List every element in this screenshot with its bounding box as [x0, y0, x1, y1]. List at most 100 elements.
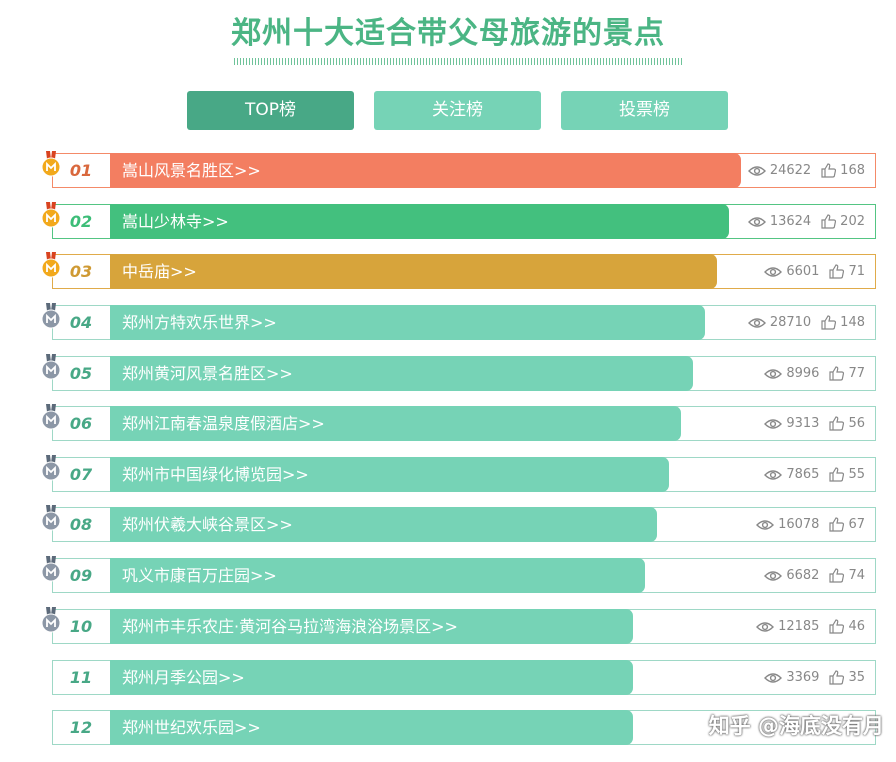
row-stats: 28710 148: [747, 306, 865, 339]
rank-bar: [110, 609, 633, 644]
rank-bar: [110, 710, 633, 745]
like-count: 148: [840, 315, 865, 330]
attraction-link[interactable]: 郑州江南春温泉度假酒店>>: [122, 414, 325, 433]
eye-icon: [764, 672, 783, 684]
eye-icon: [764, 266, 783, 278]
row-stats: 13624 202: [747, 205, 865, 238]
row-stats: 6601 71: [764, 255, 865, 288]
attraction-link[interactable]: 中岳庙>>: [122, 262, 197, 281]
tab-follow[interactable]: 关注榜: [374, 91, 541, 130]
thumbs-up-icon[interactable]: [829, 670, 845, 685]
gold-medal-icon: [40, 151, 62, 177]
rank-number: 03: [69, 262, 93, 281]
gold-medal-icon: [40, 252, 62, 278]
eye-icon: [756, 621, 775, 633]
attraction-link[interactable]: 郑州黄河风景名胜区>>: [122, 364, 293, 383]
silver-medal-icon: [40, 303, 62, 329]
row-stats: 3369 35: [764, 661, 865, 694]
list-item[interactable]: 10 郑州市丰乐农庄·黄河谷马拉湾海浪浴场景区>> 12185 46: [52, 609, 876, 644]
rank-number: 07: [69, 465, 93, 484]
like-count: 74: [848, 568, 865, 583]
view-count: 13624: [769, 214, 812, 229]
silver-medal-icon: [40, 505, 62, 531]
list-item[interactable]: 06 郑州江南春温泉度假酒店>> 9313 56: [52, 406, 876, 441]
thumbs-up-icon[interactable]: [821, 163, 837, 178]
attraction-link[interactable]: 郑州市中国绿化博览园>>: [122, 465, 309, 484]
rank-bar: [110, 558, 645, 593]
rank-bar: [110, 153, 741, 188]
thumbs-up-icon[interactable]: [829, 416, 845, 431]
attraction-link[interactable]: 郑州月季公园>>: [122, 668, 245, 687]
list-item[interactable]: 07 郑州市中国绿化博览园>> 7865 55: [52, 457, 876, 492]
rank-number: 11: [69, 668, 93, 687]
attraction-link[interactable]: 郑州伏羲大峡谷景区>>: [122, 515, 293, 534]
rank-number: 06: [69, 414, 93, 433]
eye-icon: [764, 418, 783, 430]
like-count: 77: [848, 366, 865, 381]
list-item[interactable]: 09 巩义市康百万庄园>> 6682 74: [52, 558, 876, 593]
like-count: 55: [848, 467, 865, 482]
thumbs-up-icon[interactable]: [829, 568, 845, 583]
view-count: 6682: [786, 568, 820, 583]
attraction-link[interactable]: 巩义市康百万庄园>>: [122, 566, 277, 585]
view-count: 6601: [786, 264, 820, 279]
thumbs-up-icon[interactable]: [829, 264, 845, 279]
eye-icon: [764, 368, 783, 380]
rank-bar: [110, 406, 681, 441]
rank-number: 02: [69, 212, 93, 231]
attraction-link[interactable]: 郑州市丰乐农庄·黄河谷马拉湾海浪浴场景区>>: [122, 617, 458, 636]
rank-bar: [110, 507, 657, 542]
list-item[interactable]: 12 郑州世纪欢乐园>>: [52, 710, 876, 745]
eye-icon: [747, 216, 766, 228]
list-item[interactable]: 04 郑州方特欢乐世界>> 28710 148: [52, 305, 876, 340]
rank-bar: [110, 457, 669, 492]
view-count: 8996: [786, 366, 820, 381]
list-item[interactable]: 01 嵩山风景名胜区>> 24622 168: [52, 153, 876, 188]
row-stats: 6682 74: [764, 559, 865, 592]
list-item[interactable]: 03 中岳庙>> 6601 71: [52, 254, 876, 289]
like-count: 46: [848, 619, 865, 634]
list-item[interactable]: 02 嵩山少林寺>> 13624 202: [52, 204, 876, 239]
rank-number: 10: [69, 617, 93, 636]
gold-medal-icon: [40, 202, 62, 228]
attraction-link[interactable]: 郑州世纪欢乐园>>: [122, 718, 261, 737]
eye-icon: [747, 317, 766, 329]
like-count: 202: [840, 214, 865, 229]
rank-number: 05: [69, 364, 93, 383]
eye-icon: [764, 570, 783, 582]
rank-bar: [110, 660, 633, 695]
rank-bar: [110, 356, 693, 391]
thumbs-up-icon[interactable]: [829, 467, 845, 482]
row-stats: 7865 55: [764, 458, 865, 491]
silver-medal-icon: [40, 404, 62, 430]
row-stats: 24622 168: [747, 154, 865, 187]
like-count: 56: [848, 416, 865, 431]
attraction-link[interactable]: 郑州方特欢乐世界>>: [122, 313, 277, 332]
eye-icon: [747, 165, 766, 177]
silver-medal-icon: [40, 607, 62, 633]
thumbs-up-icon[interactable]: [821, 214, 837, 229]
view-count: 28710: [769, 315, 812, 330]
rank-bar: [110, 305, 705, 340]
list-item[interactable]: 11 郑州月季公园>> 3369 35: [52, 660, 876, 695]
tab-vote[interactable]: 投票榜: [561, 91, 728, 130]
rank-number: 09: [69, 566, 93, 585]
row-stats: 16078 67: [756, 508, 865, 541]
thumbs-up-icon[interactable]: [829, 517, 845, 532]
view-count: 9313: [786, 416, 820, 431]
list-item[interactable]: 08 郑州伏羲大峡谷景区>> 16078 67: [52, 507, 876, 542]
silver-medal-icon: [40, 354, 62, 380]
page-title: 郑州十大适合带父母旅游的景点: [231, 16, 665, 51]
rank-number: 04: [69, 313, 93, 332]
view-count: 24622: [769, 163, 812, 178]
rank-number: 01: [69, 161, 93, 180]
attraction-link[interactable]: 嵩山少林寺>>: [122, 212, 229, 231]
list-item[interactable]: 05 郑州黄河风景名胜区>> 8996 77: [52, 356, 876, 391]
thumbs-up-icon[interactable]: [829, 366, 845, 381]
tab-top[interactable]: TOP榜: [187, 91, 354, 130]
thumbs-up-icon[interactable]: [821, 315, 837, 330]
attraction-link[interactable]: 嵩山风景名胜区>>: [122, 161, 261, 180]
title-underline: [234, 58, 682, 65]
silver-medal-icon: [40, 556, 62, 582]
thumbs-up-icon[interactable]: [829, 619, 845, 634]
